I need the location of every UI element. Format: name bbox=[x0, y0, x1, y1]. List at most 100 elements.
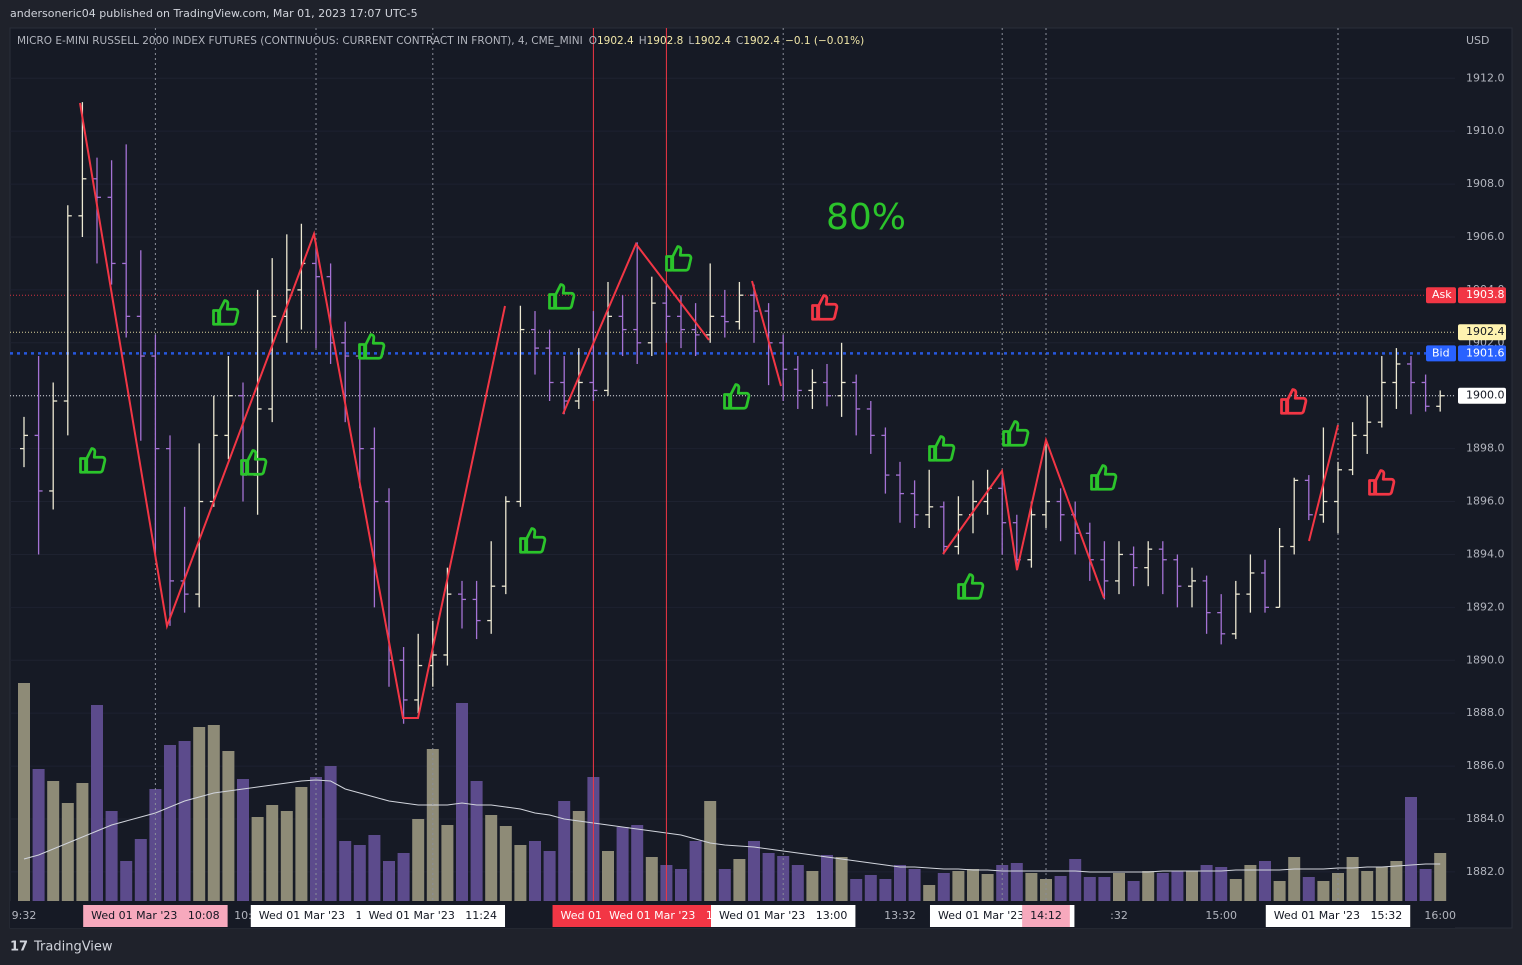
y-tick-label: 1884.0 bbox=[1466, 812, 1505, 825]
volume-bar bbox=[383, 861, 395, 901]
volume-bar bbox=[266, 805, 279, 901]
volume-bar bbox=[704, 801, 717, 901]
volume-bar bbox=[952, 871, 965, 901]
price-tag-label: 1903.8 bbox=[1466, 288, 1505, 301]
price-tag-name-box bbox=[1426, 287, 1456, 304]
volume-bar bbox=[937, 873, 950, 901]
x-tick-label-box bbox=[1022, 905, 1070, 927]
y-tick-label: 1888.0 bbox=[1466, 706, 1505, 719]
price-tag bbox=[1458, 324, 1506, 341]
volume-bar bbox=[499, 826, 512, 901]
volume-bar bbox=[967, 869, 979, 901]
volume-bar bbox=[1273, 881, 1286, 901]
volume-bar bbox=[1083, 877, 1096, 901]
volume-bar bbox=[850, 879, 863, 901]
volume-bar bbox=[879, 879, 892, 901]
volume-bar bbox=[1127, 881, 1140, 901]
chart-pane bbox=[9, 27, 1513, 929]
volume-bar bbox=[675, 869, 687, 901]
volume-bar bbox=[164, 745, 176, 901]
x-tick-label-box bbox=[360, 905, 506, 927]
volume-bar bbox=[222, 751, 235, 901]
volume-bar bbox=[120, 861, 133, 901]
volume-bar bbox=[76, 783, 89, 901]
volume-bar bbox=[1405, 797, 1417, 901]
volume-bar bbox=[485, 815, 498, 901]
currency: USD bbox=[1466, 34, 1490, 47]
x-tick-label: 14:12 bbox=[1030, 909, 1062, 922]
y-tick-label: 1892.0 bbox=[1466, 600, 1505, 613]
legend-title: MICRO E-MINI RUSSELL 2000 INDEX FUTURES … bbox=[17, 35, 583, 47]
volume-bar bbox=[1186, 871, 1198, 901]
brand: TradingView bbox=[33, 940, 113, 955]
drawings bbox=[79, 102, 1339, 719]
volume-bar bbox=[207, 725, 220, 901]
legend-value: 1902.4 bbox=[694, 35, 731, 47]
volume-bar bbox=[1361, 871, 1374, 901]
x-tick-label-box bbox=[250, 905, 382, 927]
volume-bar bbox=[18, 683, 30, 901]
volume-bar bbox=[1200, 865, 1213, 901]
annotation: 80% bbox=[826, 197, 906, 238]
volume-bar bbox=[543, 851, 556, 901]
price-tag-name: Ask bbox=[1432, 288, 1452, 301]
volume-bar bbox=[1317, 881, 1330, 901]
volume-bar bbox=[412, 819, 425, 901]
x-tick-label-box bbox=[710, 905, 856, 927]
volume-bar bbox=[47, 781, 60, 901]
volume-bar bbox=[864, 875, 877, 901]
volume-bar bbox=[733, 859, 746, 901]
volume-bar bbox=[645, 857, 658, 901]
price-tag bbox=[1458, 387, 1506, 404]
x-tick-label-box bbox=[83, 905, 228, 927]
volume-bar bbox=[456, 703, 468, 901]
volume-bar bbox=[193, 727, 206, 901]
volume-bar bbox=[237, 779, 249, 901]
y-tick-label: 1886.0 bbox=[1466, 759, 1505, 772]
volume-bar bbox=[1010, 863, 1023, 901]
volume-bar bbox=[529, 841, 541, 901]
y-tick-label: 1906.0 bbox=[1466, 230, 1505, 243]
legend-value: 1902.4 bbox=[597, 35, 634, 47]
volume-bar bbox=[324, 766, 337, 901]
x-tick-label: Wed 01 Mar '23 12: bbox=[609, 909, 723, 922]
volume-bar bbox=[91, 705, 103, 901]
price-tag bbox=[1458, 287, 1506, 304]
zigzag bbox=[751, 280, 782, 387]
price-tag-label: 1900.0 bbox=[1466, 389, 1505, 402]
volume-bar bbox=[572, 811, 585, 901]
legend-value: 1902.8 bbox=[647, 35, 684, 47]
volume-bar bbox=[280, 811, 293, 901]
volume-bar bbox=[295, 787, 308, 901]
legend-key: H bbox=[639, 35, 647, 47]
volume-bar bbox=[1375, 867, 1388, 901]
volume-bar bbox=[1390, 861, 1403, 901]
volume-bar bbox=[368, 835, 381, 901]
volume-bar bbox=[1229, 879, 1242, 901]
x-tick-label: 9:32 bbox=[12, 909, 37, 922]
volume-bar bbox=[1025, 873, 1038, 901]
brand-logo: 𝟭𝟳 bbox=[10, 940, 28, 955]
volume-bar bbox=[981, 874, 994, 901]
zigzag bbox=[942, 436, 1105, 599]
y-tick-label: 1912.0 bbox=[1466, 71, 1505, 84]
x-tick-label-box bbox=[1265, 905, 1411, 927]
volume-bar bbox=[718, 869, 731, 901]
y-tick-label: 1898.0 bbox=[1466, 442, 1505, 455]
volume-bar bbox=[1215, 867, 1228, 901]
y-tick-label: 1890.0 bbox=[1466, 653, 1505, 666]
y-tick-label: 1910.0 bbox=[1466, 124, 1505, 137]
volume-bar bbox=[353, 845, 366, 901]
volume-bar bbox=[689, 841, 702, 901]
x-tick-label: Wed 01 Mar '23 10: bbox=[259, 909, 373, 922]
x-tick-label: :32 bbox=[1110, 909, 1128, 922]
volume-bar bbox=[616, 827, 629, 901]
volume-ma bbox=[23, 779, 1441, 873]
volume-bar bbox=[558, 801, 571, 901]
y-tick-label: 1896.0 bbox=[1466, 495, 1505, 508]
volume-bar bbox=[1171, 871, 1184, 901]
volume-bar bbox=[1054, 876, 1067, 901]
volume-bar bbox=[923, 885, 936, 901]
